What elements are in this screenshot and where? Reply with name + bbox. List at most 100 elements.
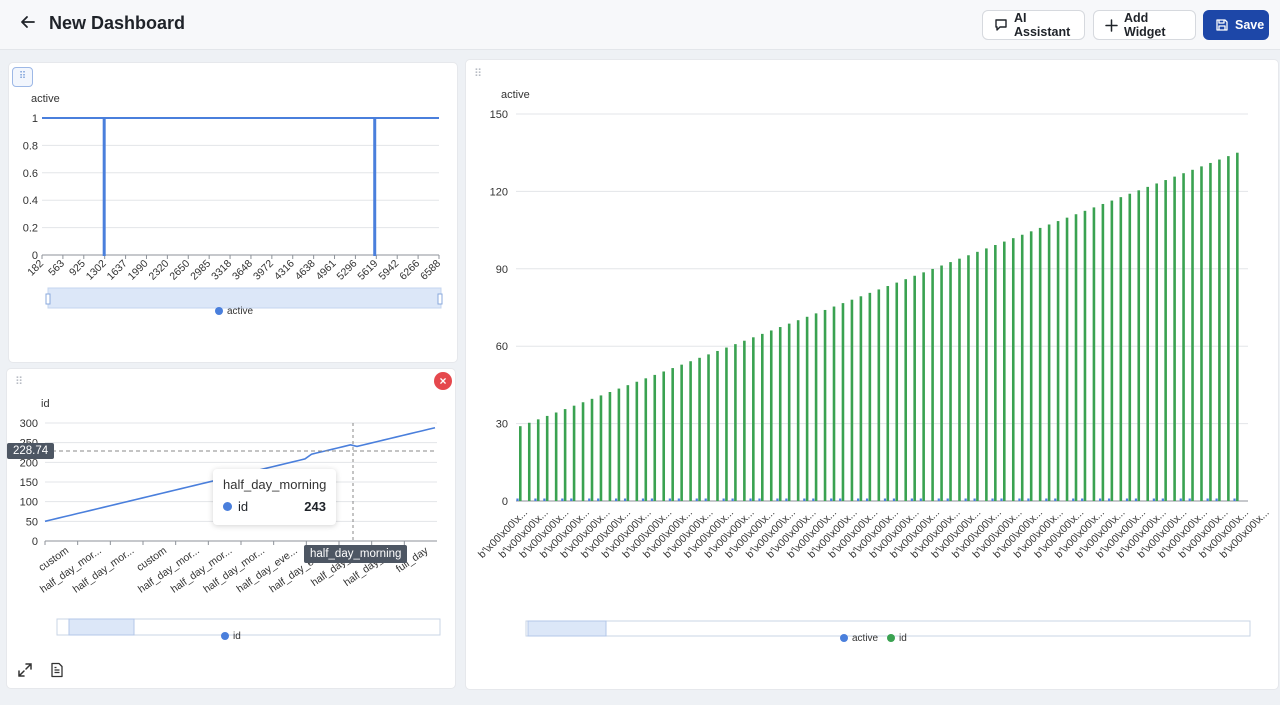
bar-id <box>1137 190 1141 501</box>
bar-active <box>570 498 573 501</box>
x-tick-label: 563 <box>46 258 67 279</box>
bar-id <box>1056 221 1060 501</box>
y-tick-label: 0 <box>502 496 508 508</box>
add-widget-button[interactable]: Add Widget <box>1093 10 1196 40</box>
bar-active <box>1072 498 1075 501</box>
document-icon[interactable] <box>49 662 65 678</box>
legend-label-id: id <box>233 631 241 642</box>
bar-id <box>545 415 549 501</box>
zoom-slider <box>56 618 441 636</box>
bar-id <box>895 282 899 501</box>
legend-dot-active <box>215 307 223 315</box>
bar-active <box>830 498 833 501</box>
chart-tooltip: half_day_morning id 243 <box>213 469 336 525</box>
tooltip-row: id 243 <box>223 499 326 514</box>
bar-active <box>1161 498 1164 501</box>
bar-id <box>581 402 585 501</box>
bar-active <box>1215 498 1218 501</box>
drag-handle-icon[interactable]: ⠿ <box>12 67 33 87</box>
y-tick-label: 200 <box>20 457 38 469</box>
crosshair-x-label: half_day_morning <box>304 545 408 563</box>
bar-active <box>758 498 761 501</box>
bar-id <box>635 381 639 501</box>
bar-id <box>1191 169 1194 501</box>
bar-id <box>913 275 916 501</box>
bar-active <box>695 498 698 501</box>
bar-id <box>886 286 890 501</box>
bar-active <box>668 498 671 501</box>
x-tick-label: 1302 <box>84 258 109 283</box>
widget-active-line[interactable]: ⠿ active 0 0.2 0.4 0.6 0.8 1 182 563 925 1302 1637 1… <box>9 63 457 362</box>
bar-id <box>653 374 657 501</box>
widget-id-bar[interactable]: ⠿ active 0 30 60 90 120 150 b'\x00\x00\x... b'\x… <box>466 60 1278 689</box>
bar-active <box>883 498 887 501</box>
expand-icon[interactable] <box>17 662 33 678</box>
bar-active <box>1018 498 1021 501</box>
bar-id <box>680 364 683 501</box>
bar-active <box>991 498 994 501</box>
y-tick-label: 0 <box>32 250 38 262</box>
tooltip-title: half_day_morning <box>223 477 327 492</box>
bar-id <box>662 371 666 501</box>
bar-active <box>561 498 564 501</box>
drag-handle-icon[interactable]: ⠿ <box>15 376 23 388</box>
y-axis-title: id <box>41 398 50 410</box>
crosshair-y-label: 228.74 <box>7 443 55 459</box>
bar-id <box>922 272 925 501</box>
bar-active <box>543 498 546 501</box>
chat-icon <box>995 19 1007 31</box>
bar-id <box>563 409 567 501</box>
back-arrow-icon[interactable] <box>18 14 38 34</box>
bar-active <box>785 498 788 501</box>
bar-id <box>1227 156 1230 501</box>
zoom-slider <box>525 620 1251 637</box>
y-axis-title: active <box>501 89 530 101</box>
close-icon[interactable]: × <box>434 372 452 390</box>
bar-active <box>892 498 896 501</box>
bar-id <box>949 262 952 501</box>
x-tick-label: 3648 <box>230 258 255 283</box>
x-tick-label: 4316 <box>272 258 297 283</box>
drag-handle-icon[interactable]: ⠿ <box>474 68 482 80</box>
zoom-handle-left <box>45 293 51 305</box>
bar-id <box>814 313 818 501</box>
y-tick-label: 100 <box>20 497 38 509</box>
bar-id <box>1173 176 1176 501</box>
bar-id <box>859 296 863 501</box>
top-bar: New Dashboard AI Assistant Add Widget Sa… <box>0 0 1280 50</box>
bar-active <box>803 498 806 501</box>
ai-assistant-label: AI Assistant <box>1014 11 1071 39</box>
bar-active <box>1098 498 1102 501</box>
x-tick-label: 2650 <box>167 258 192 283</box>
legend-dot-id <box>221 632 229 640</box>
y-tick-label: 1 <box>32 113 38 125</box>
bar-active <box>1179 498 1182 501</box>
widget-id-line[interactable]: ⠿ × id050100150200250300customhalf_day_m… <box>7 369 455 688</box>
bar-active <box>937 498 940 501</box>
x-tick-label: 6266 <box>397 258 422 283</box>
bar-id <box>689 361 692 501</box>
x-tick-label: 4961 <box>314 258 339 283</box>
series-line-active <box>42 117 439 256</box>
y-tick-label: 0.2 <box>23 223 38 235</box>
bar-active <box>839 498 842 501</box>
bar-id <box>1011 238 1015 501</box>
bar-active <box>1152 498 1155 501</box>
save-button[interactable]: Save <box>1203 10 1269 40</box>
tooltip-value: 243 <box>304 499 326 514</box>
bar-active <box>677 498 680 501</box>
y-tick-label: 0.6 <box>23 168 38 180</box>
ai-assistant-button[interactable]: AI Assistant <box>982 10 1085 40</box>
bar-active <box>650 498 654 501</box>
legend-dot-active <box>840 634 848 642</box>
bar-id <box>823 309 827 501</box>
bar-id <box>1083 210 1087 501</box>
bar-active <box>1027 498 1030 501</box>
bar-active <box>1081 498 1084 501</box>
bar-id <box>1047 224 1051 501</box>
x-tick-label: 4638 <box>293 258 318 283</box>
bar-id <box>1101 203 1105 502</box>
y-tick-label: 150 <box>20 477 38 489</box>
bar-id <box>1020 234 1024 501</box>
